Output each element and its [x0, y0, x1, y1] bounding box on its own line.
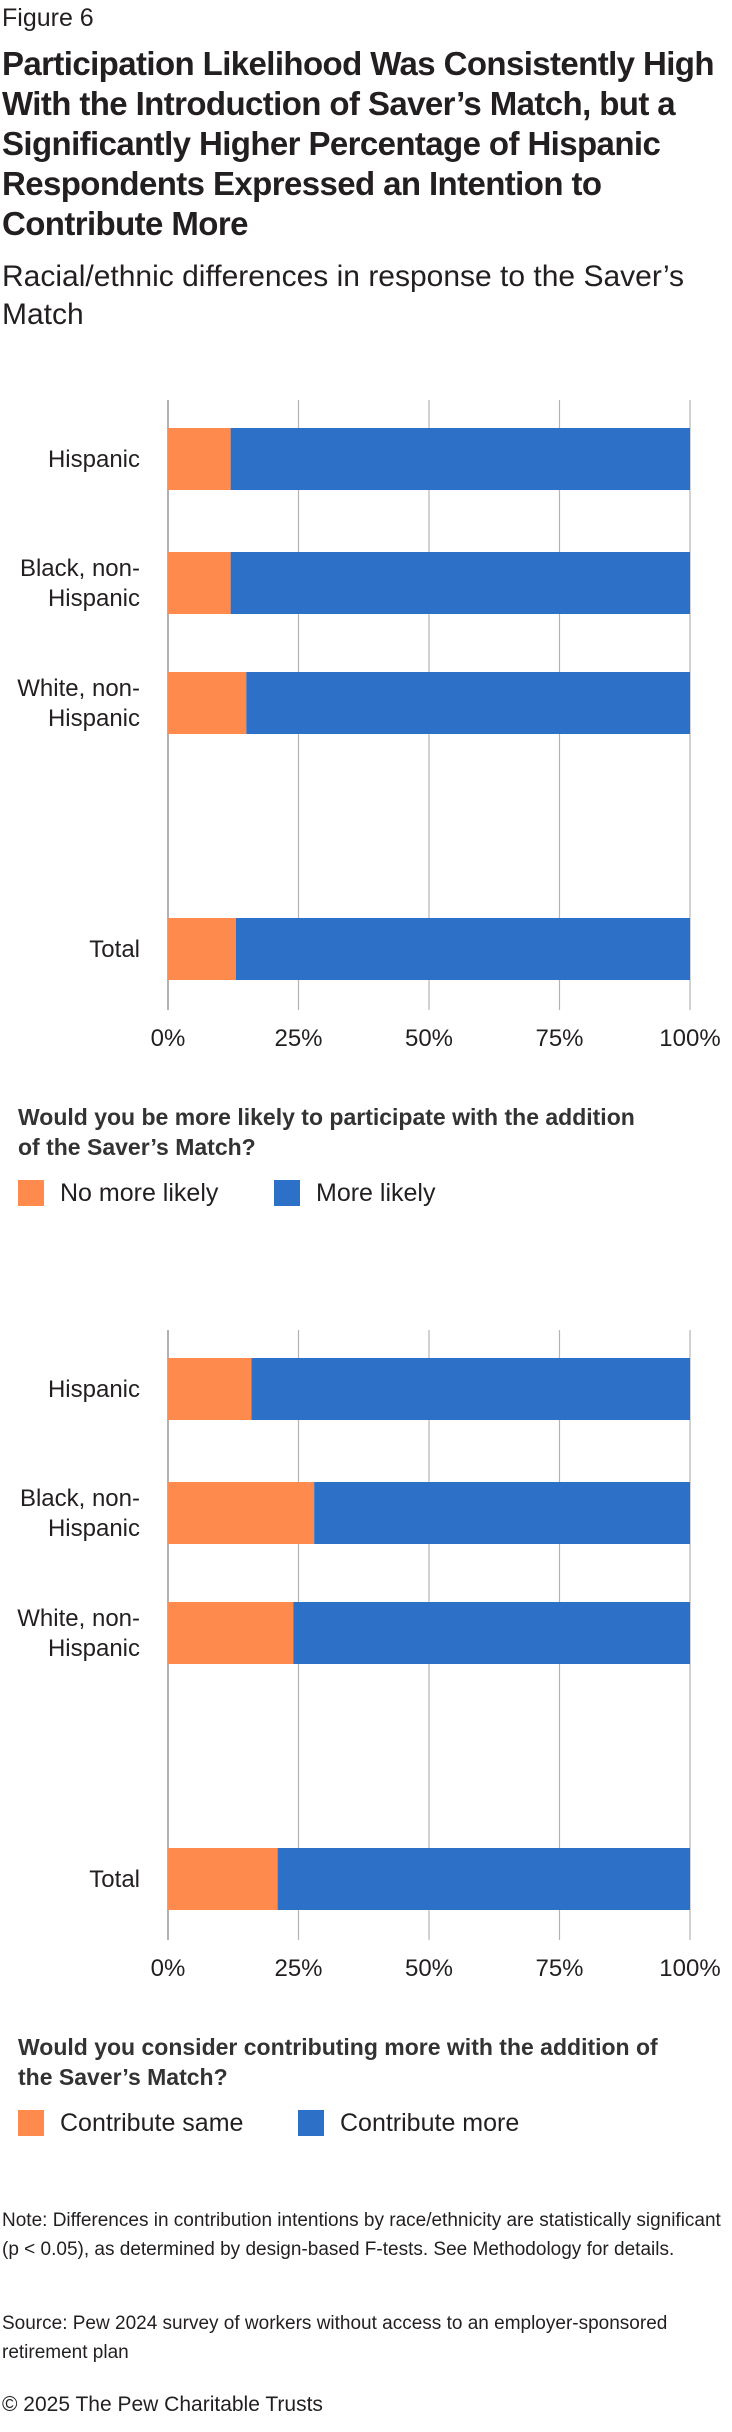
- bar-no-more-likely-hispanic: [168, 428, 231, 490]
- x-tick-label: 25%: [274, 1025, 322, 1052]
- category-label: Hispanic: [48, 705, 140, 732]
- contribution-question: Would you consider contributing more wit…: [18, 2034, 658, 2090]
- figure-label: Figure 6: [2, 4, 94, 32]
- bar-contribute-same-black-non-hispanic: [168, 1482, 315, 1544]
- x-tick-label: 75%: [535, 1955, 583, 1982]
- participation-chart: 0% 25% 50% 75% 100% Hispanic Black, non- Hispan…: [0, 400, 732, 1120]
- bar-contribute-more-black-non-hispanic: [314, 1482, 690, 1544]
- contribution-chart-plot: 0% 25% 50% 75% 100% Hispanic Black, non- Hispan…: [17, 1330, 721, 1982]
- legend-label-contribute-more: Contribute more: [340, 2108, 520, 2137]
- category-label: White, non-: [17, 675, 140, 702]
- legend-label-contribute-same: Contribute same: [60, 2108, 244, 2137]
- bar-more-likely-black-non-hispanic: [230, 552, 690, 614]
- x-tick-label: 50%: [405, 1955, 453, 1982]
- legend-item-contribute-more: Contribute more: [298, 2107, 519, 2139]
- legend-label-more-likely: More likely: [316, 1178, 436, 1207]
- bar-contribute-more-white-non-hispanic: [293, 1602, 690, 1664]
- legend-swatch-contribute-same: [18, 2110, 44, 2136]
- x-tick-label: 100%: [659, 1025, 720, 1052]
- bar-more-likely-hispanic: [230, 428, 690, 490]
- legend-swatch-no-more-likely: [18, 1180, 44, 1206]
- x-tick-label: 50%: [405, 1025, 453, 1052]
- category-label: Hispanic: [48, 1376, 140, 1403]
- category-label: Hispanic: [48, 1635, 140, 1662]
- chart-subtitle: Racial/ethnic differences in response to…: [2, 260, 685, 331]
- legend-label-no-more-likely: No more likely: [60, 1178, 219, 1207]
- bar-contribute-same-total: [168, 1848, 278, 1910]
- bar-no-more-likely-total: [168, 918, 236, 980]
- x-tick-label: 100%: [659, 1955, 720, 1982]
- participation-question: Would you be more likely to participate …: [18, 1104, 635, 1160]
- note-text: Note: Differences in contribution intent…: [2, 2210, 721, 2260]
- category-label: Black, non-: [20, 555, 140, 582]
- bar-contribute-more-total: [277, 1848, 690, 1910]
- bar-more-likely-white-non-hispanic: [246, 672, 691, 734]
- category-label: Total: [89, 1866, 140, 1893]
- bar-contribute-same-white-non-hispanic: [168, 1602, 294, 1664]
- legend-swatch-more-likely: [274, 1180, 300, 1206]
- bar-no-more-likely-white-non-hispanic: [168, 672, 247, 734]
- legend-item-no-more-likely: No more likely: [18, 1177, 218, 1209]
- bar-contribute-more-hispanic: [251, 1358, 690, 1420]
- category-label: Hispanic: [48, 1515, 140, 1542]
- contribution-chart: 0% 25% 50% 75% 100% Hispanic Black, non- Hispan…: [0, 1330, 732, 2050]
- category-label: Black, non-: [20, 1485, 140, 1512]
- bar-contribute-same-hispanic: [168, 1358, 252, 1420]
- copyright-text: © 2025 The Pew Charitable Trusts: [2, 2393, 323, 2416]
- category-label: Hispanic: [48, 446, 140, 473]
- legend-item-more-likely: More likely: [274, 1177, 435, 1209]
- category-label: White, non-: [17, 1605, 140, 1632]
- bar-no-more-likely-black-non-hispanic: [168, 552, 231, 614]
- source-text: Source: Pew 2024 survey of workers witho…: [2, 2313, 668, 2363]
- category-label: Total: [89, 936, 140, 963]
- category-label: Hispanic: [48, 585, 140, 612]
- participation-chart-plot: 0% 25% 50% 75% 100% Hispanic Black, non- Hispan…: [17, 400, 721, 1052]
- x-tick-label: 75%: [535, 1025, 583, 1052]
- bar-more-likely-total: [235, 918, 691, 980]
- x-tick-label: 25%: [274, 1955, 322, 1982]
- legend-swatch-contribute-more: [298, 2110, 324, 2136]
- chart-title: Participation Likelihood Was Consistentl…: [2, 45, 715, 242]
- x-tick-label: 0%: [151, 1025, 186, 1052]
- x-tick-label: 0%: [151, 1955, 186, 1982]
- legend-item-contribute-same: Contribute same: [18, 2107, 243, 2139]
